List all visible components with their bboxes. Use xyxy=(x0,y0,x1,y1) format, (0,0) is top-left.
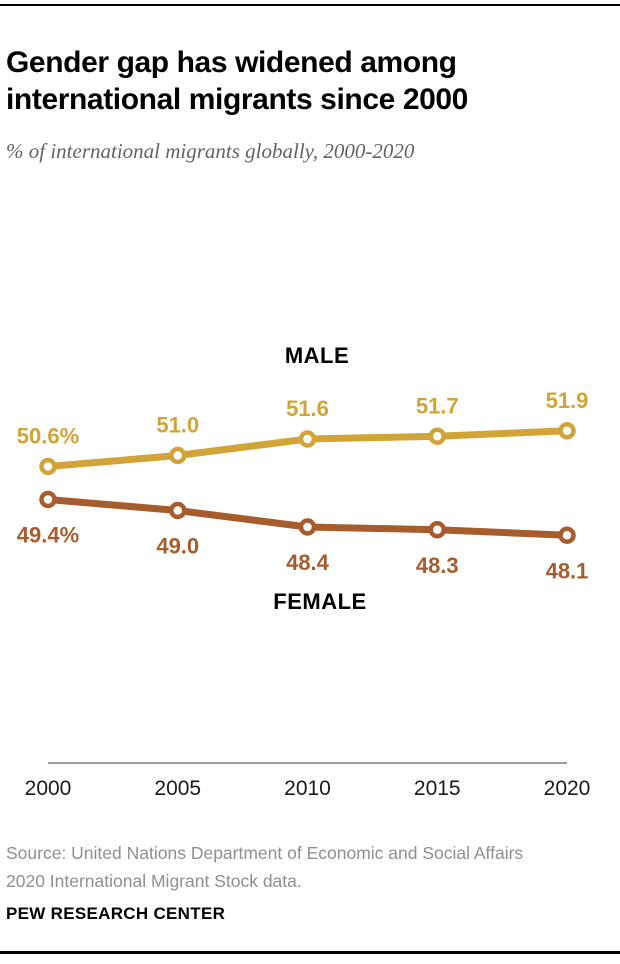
value-label: 51.9 xyxy=(546,388,589,413)
value-label: 48.4 xyxy=(286,550,330,575)
value-label: 51.6 xyxy=(286,396,329,421)
data-point-marker xyxy=(169,446,187,465)
source-note: Source: United Nations Department of Eco… xyxy=(6,839,616,895)
value-label: 49.4% xyxy=(17,523,79,548)
value-label: 49.0 xyxy=(156,534,199,559)
data-point-marker xyxy=(428,427,446,445)
data-point-marker xyxy=(298,430,317,448)
x-tick-label: 2005 xyxy=(154,777,201,800)
source-line: Source: United Nations Department of Eco… xyxy=(6,843,524,863)
series-label-female: FEMALE xyxy=(273,589,366,614)
line-chart: 2000 2005 2010 2015 2020 50.6% 51.0 51.6 51.7 51.… xyxy=(17,343,591,800)
pew-research-center-label: PEW RESEARCH CENTER xyxy=(6,904,226,923)
data-point-marker xyxy=(39,490,57,509)
x-tick-label: 2015 xyxy=(414,777,461,800)
value-label: 51.7 xyxy=(416,393,459,418)
data-point-marker xyxy=(558,526,576,544)
value-label: 51.0 xyxy=(156,413,199,438)
data-point-marker xyxy=(428,521,446,539)
value-label: 48.1 xyxy=(546,558,589,583)
data-point-marker xyxy=(298,518,317,536)
data-point-marker xyxy=(39,457,57,476)
page-title: Gender gap has widened among internation… xyxy=(6,46,468,117)
bottom-divider xyxy=(0,951,620,954)
value-label: 48.3 xyxy=(416,553,459,578)
chart-subtitle: % of international migrants globally, 20… xyxy=(6,139,415,163)
data-point-marker xyxy=(558,422,576,440)
value-label: 50.6% xyxy=(17,424,79,449)
top-divider xyxy=(0,4,620,6)
x-tick-label: 2010 xyxy=(284,777,331,800)
x-tick-label: 2000 xyxy=(25,777,72,800)
source-line: 2020 International Migrant Stock data. xyxy=(6,871,302,891)
series-label-male: MALE xyxy=(285,343,349,368)
data-point-marker xyxy=(169,501,187,520)
x-tick-label: 2020 xyxy=(544,777,591,800)
